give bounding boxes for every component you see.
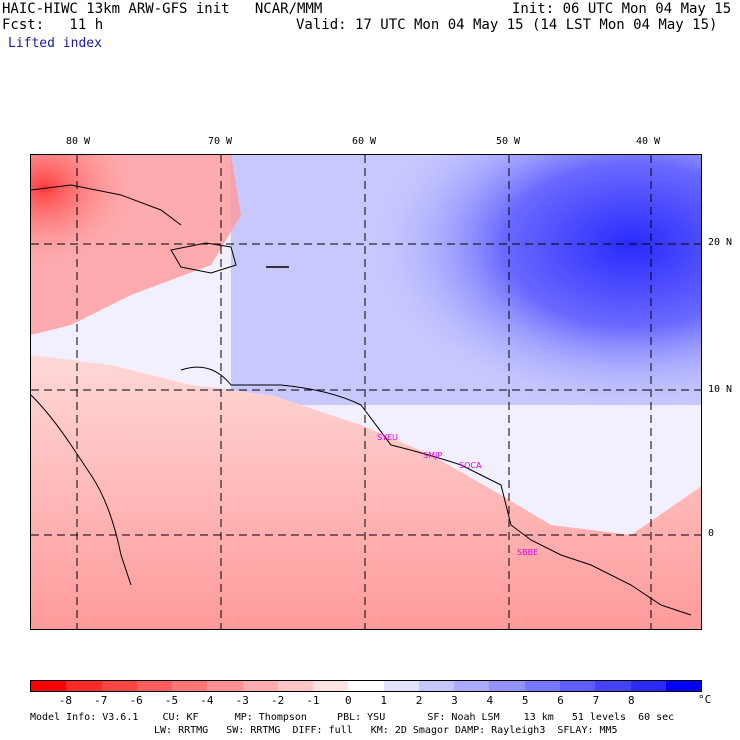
colorbar-tick-label: -7 <box>94 694 108 707</box>
forecast-hour: Fcst: 11 h <box>2 17 104 33</box>
lon-label-40w: 40 W <box>636 136 661 147</box>
colorbar-tick-label: -6 <box>129 694 143 707</box>
colorbar-cell <box>101 681 137 691</box>
colorbar-tick-label: 1 <box>380 694 387 707</box>
lon-label-60w: 60 W <box>352 136 377 147</box>
colorbar-tick-label: 6 <box>557 694 564 707</box>
colorbar-tick-label: 3 <box>451 694 458 707</box>
init-time: Init: 06 UTC Mon 04 May 15 <box>512 1 732 17</box>
station-soca: SOCA <box>459 461 482 470</box>
colorbar-cell <box>66 681 102 691</box>
colorbar-unit: °C <box>698 693 712 706</box>
colorbar-tick-label: 2 <box>415 694 423 707</box>
colorbar-cell <box>172 681 208 691</box>
colorbar-tick-label: -1 <box>306 694 320 707</box>
colorbar-cell <box>665 681 702 691</box>
colorbar-cell <box>595 681 631 691</box>
coastline-cuba <box>31 184 182 226</box>
colorbar-cell <box>454 681 490 691</box>
colorbar-cell <box>348 681 384 691</box>
colorbar-cell <box>418 681 455 691</box>
colorbar-tick-label: 0 <box>345 694 352 707</box>
colorbar-cell <box>559 681 596 691</box>
colorbar-tick-label: -8 <box>58 694 72 707</box>
colorbar-cell <box>136 681 173 691</box>
coastline-south-america <box>180 366 692 616</box>
colorbar-cell <box>489 681 525 691</box>
colorbar-tick-label: 8 <box>627 694 635 707</box>
station-smjp: SMJP <box>423 451 443 460</box>
colorbar-tick-label: -2 <box>270 694 285 707</box>
station-syeu: SYEU <box>377 433 398 442</box>
colorbar-cell <box>524 681 560 691</box>
lat-label-20n: 20 N <box>708 237 733 248</box>
lon-label-70w: 70 W <box>208 136 233 147</box>
field-name: Lifted index <box>8 36 102 51</box>
model-info-line-1: Model Info: V3.6.1 CU: KF MP: Thompson P… <box>30 712 675 723</box>
colorbar-tick-label: -4 <box>200 694 214 707</box>
colorbar-tick-label: 4 <box>486 694 494 707</box>
colorbar-tick-label: -5 <box>164 694 179 707</box>
colorbar-cell <box>630 681 666 691</box>
colorbar <box>30 680 702 692</box>
coastline-central-america <box>31 394 132 586</box>
colorbar-tick-label: 5 <box>521 694 529 707</box>
south-america-field <box>31 355 701 629</box>
station-sbbe: SBBE <box>517 548 539 557</box>
stable-region-core <box>231 155 701 455</box>
colorbar-cell <box>313 681 349 691</box>
colorbar-cell <box>277 681 314 691</box>
lat-label-10n: 10 N <box>708 384 733 395</box>
valid-time: Valid: 17 UTC Mon 04 May 15 (14 LST Mon … <box>296 17 718 33</box>
model-title: HAIC-HIWC 13km ARW-GFS init NCAR/MMM <box>2 1 323 17</box>
colorbar-cell <box>242 681 278 691</box>
colorbar-tick-label: 7 <box>592 694 600 707</box>
colorbar-cell <box>383 681 419 691</box>
colorbar-tick-label: -3 <box>235 694 249 707</box>
lifted-index-map: SYEU SMJP SOCA SBBE <box>30 154 702 630</box>
map-canvas <box>31 155 701 629</box>
graticule <box>31 155 701 629</box>
lon-label-50w: 50 W <box>496 136 521 147</box>
colorbar-cell <box>31 681 67 691</box>
coastline-hispaniola <box>170 242 237 274</box>
lat-label-eq: 0 <box>708 528 715 539</box>
lon-label-80w: 80 W <box>66 136 91 147</box>
west-red-core <box>31 155 291 375</box>
colorbar-cell <box>207 681 243 691</box>
model-info-line-2: LW: RRTMG SW: RRTMG DIFF: full KM: 2D Sm… <box>154 725 618 736</box>
